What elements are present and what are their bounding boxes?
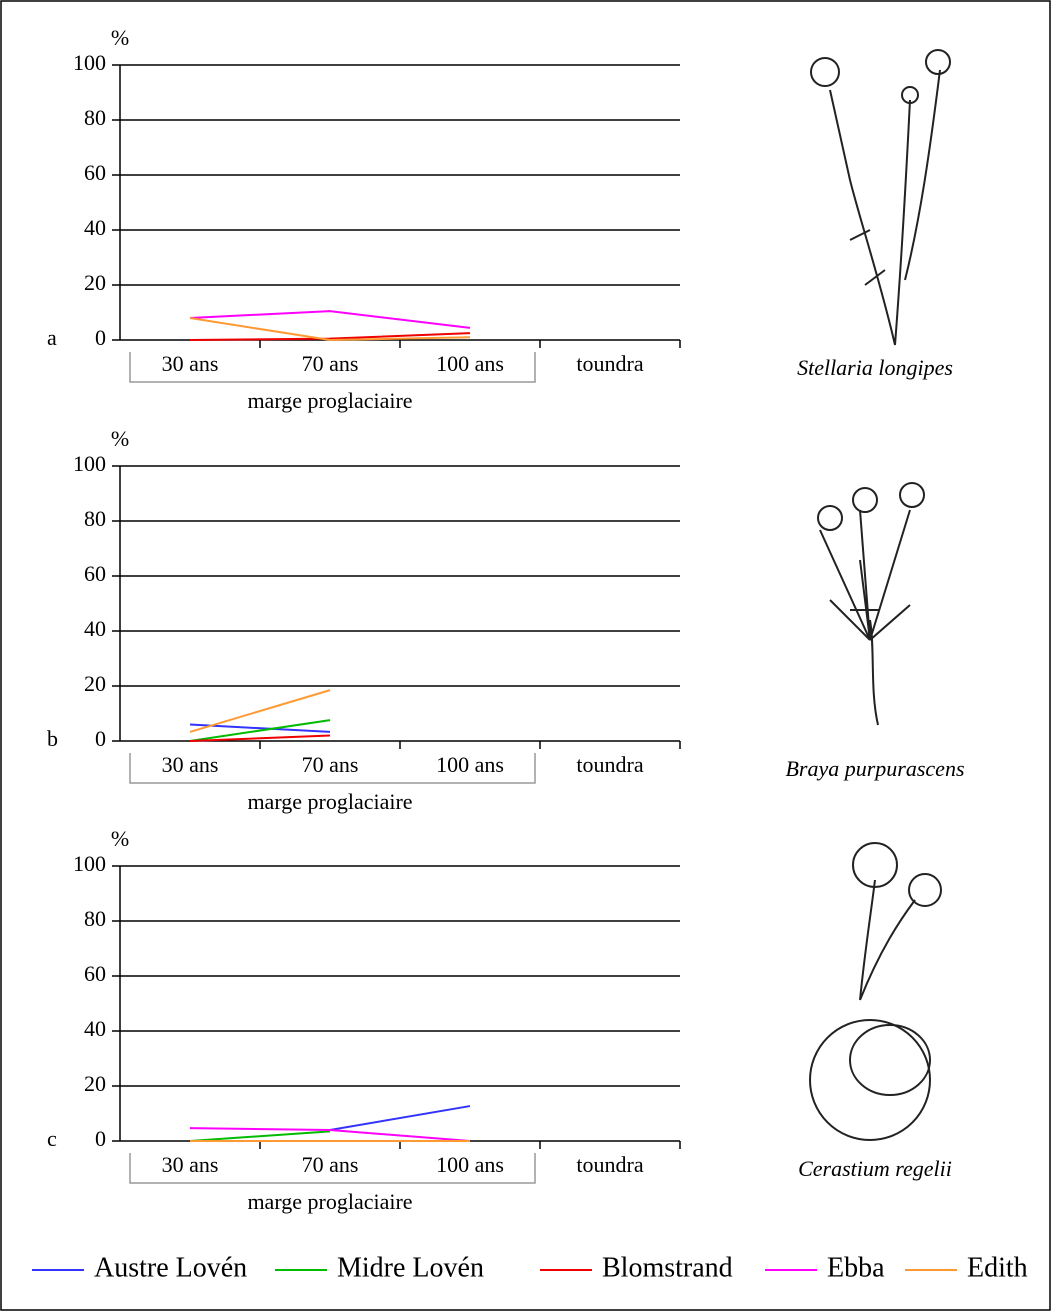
species-caption: Braya purpurascens: [785, 756, 964, 781]
series-line: [189, 1127, 471, 1142]
series-line: [189, 317, 471, 342]
x-tick-label: 70 ans: [302, 351, 359, 376]
plant-sketch-b: [817, 482, 925, 726]
panel-label: a: [47, 325, 57, 350]
y-tick-label: 100: [73, 451, 106, 476]
legend-label: Austre Lovén: [94, 1252, 247, 1283]
y-tick-label: 60: [84, 961, 106, 986]
group-bracket: [129, 352, 536, 383]
x-tick-label: 100 ans: [436, 752, 504, 777]
y-tick-label: 60: [84, 160, 106, 185]
y-axis-label: %: [111, 25, 129, 50]
legend-label: Ebba: [827, 1252, 885, 1283]
x-tick-label: 100 ans: [436, 1152, 504, 1177]
series-line: [189, 1130, 331, 1142]
x-tick-label: 70 ans: [302, 752, 359, 777]
series-line: [189, 719, 331, 742]
x-tick-label: 30 ans: [162, 1152, 219, 1177]
x-tick-label: toundra: [576, 1152, 643, 1177]
species-caption: Stellaria longipes: [797, 355, 953, 380]
series-line: [189, 734, 331, 742]
x-tick-label: 30 ans: [162, 351, 219, 376]
plant-sketch-a: [810, 49, 951, 346]
y-tick-label: 0: [95, 726, 106, 751]
y-tick-label: 0: [95, 325, 106, 350]
series-line: [329, 1105, 471, 1131]
plant-sketch-c: [809, 842, 942, 1141]
y-tick-label: 40: [84, 215, 106, 240]
group-label: marge proglaciaire: [247, 1189, 412, 1214]
x-tick-label: toundra: [576, 752, 643, 777]
x-tick-label: 70 ans: [302, 1152, 359, 1177]
series-line: [189, 689, 331, 733]
panel-label: c: [47, 1126, 57, 1151]
y-tick-label: 20: [84, 270, 106, 295]
legend-label: Midre Lovén: [337, 1252, 484, 1283]
y-tick-label: 20: [84, 1071, 106, 1096]
x-tick-label: 30 ans: [162, 752, 219, 777]
y-axis-label: %: [111, 826, 129, 851]
y-tick-label: 0: [95, 1126, 106, 1151]
x-tick-label: toundra: [576, 351, 643, 376]
y-tick-label: 80: [84, 906, 106, 931]
series-line: [189, 310, 471, 329]
legend-label: Edith: [967, 1252, 1028, 1283]
y-axis-label: %: [111, 426, 129, 451]
y-tick-label: 80: [84, 105, 106, 130]
y-tick-label: 100: [73, 50, 106, 75]
y-tick-label: 40: [84, 1016, 106, 1041]
series-line: [189, 332, 471, 341]
y-tick-label: 100: [73, 851, 106, 876]
y-tick-label: 40: [84, 616, 106, 641]
group-bracket: [129, 753, 536, 784]
panel-label: b: [47, 726, 58, 751]
group-label: marge proglaciaire: [247, 789, 412, 814]
legend-label: Blomstrand: [602, 1252, 733, 1283]
y-tick-label: 80: [84, 506, 106, 531]
y-tick-label: 20: [84, 671, 106, 696]
group-bracket: [129, 1153, 536, 1184]
x-tick-label: 100 ans: [436, 351, 504, 376]
species-caption: Cerastium regelii: [798, 1156, 952, 1181]
group-label: marge proglaciaire: [247, 388, 412, 413]
y-tick-label: 60: [84, 561, 106, 586]
